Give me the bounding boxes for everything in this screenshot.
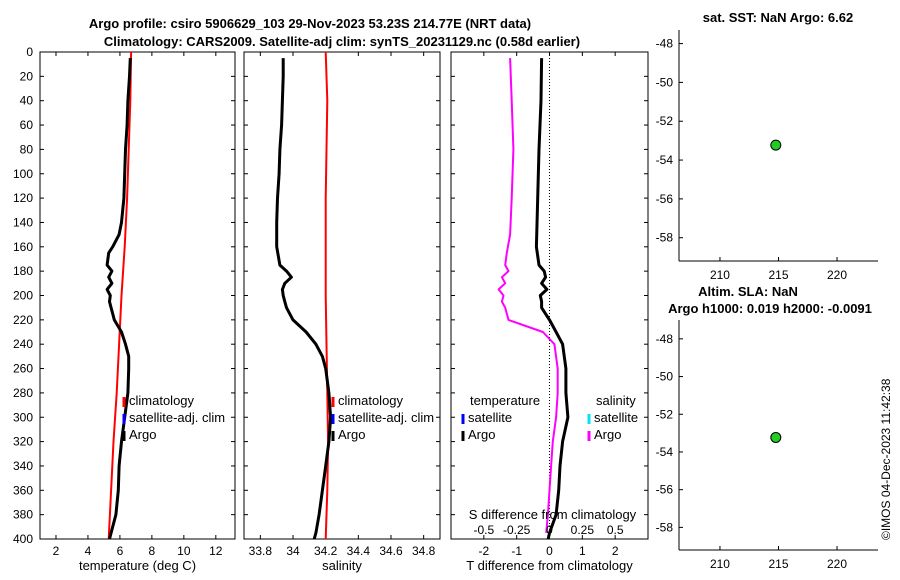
x-tick-label: 220 xyxy=(827,268,847,282)
legend-temperature-header: temperature xyxy=(470,393,540,408)
figure-title-line1: Argo profile: csiro 5906629_103 29-Nov-2… xyxy=(89,16,531,31)
x-tick-label: -2 xyxy=(478,544,489,558)
y-tick-label: 360 xyxy=(13,483,33,497)
climatology-line xyxy=(107,51,133,540)
x-tick-label: 34.8 xyxy=(412,544,436,558)
x-tick-label: 215 xyxy=(768,268,788,282)
x-tick-label: 1 xyxy=(579,544,586,558)
x-tick-label: 34 xyxy=(286,544,300,558)
y-tick-label: 60 xyxy=(20,118,34,132)
y-tick-label: 160 xyxy=(13,240,33,254)
y-tick-label: -52 xyxy=(656,407,674,421)
legend-salinity-header: salinity xyxy=(596,393,636,408)
x-axis-label: temperature (deg C) xyxy=(79,558,196,573)
y-tick-label: 300 xyxy=(13,410,33,424)
x-tick-label: 215 xyxy=(768,557,788,571)
t-difference-line xyxy=(497,58,559,533)
map-sla-title-line1: Altim. SLA: NaN xyxy=(698,284,798,299)
y-tick-label: -50 xyxy=(656,75,674,89)
y-tick-label: 140 xyxy=(13,215,33,229)
y-tick-label: 100 xyxy=(13,167,33,181)
difference-panel: -2 -1 0 1 2T difference from climatology S di… xyxy=(450,51,649,573)
y-tick-label: -50 xyxy=(656,370,674,384)
map-sla-title-line2: Argo h1000: 0.019 h2000: -0.0091 xyxy=(668,301,872,316)
legend-climatology-label: climatology xyxy=(338,393,404,408)
axes-box xyxy=(39,51,236,540)
x-tick-label: 34.4 xyxy=(347,544,371,558)
y-tick-label: 120 xyxy=(13,191,33,205)
x-tick-label: 210 xyxy=(710,268,730,282)
axes-box xyxy=(243,51,441,540)
y-tick-label: -56 xyxy=(656,192,674,206)
y-tick-label: 40 xyxy=(20,94,34,108)
y-tick-label: 260 xyxy=(13,362,33,376)
argo-salinity-line xyxy=(275,58,333,540)
legend-argo-label: Argo xyxy=(338,427,365,442)
y-tick-label: 200 xyxy=(13,289,33,303)
x-axis-label: T difference from climatology xyxy=(466,558,633,573)
s-difference-tick-label: -0.5 xyxy=(473,523,494,537)
figure-title-line2: Climatology: CARS2009. Satellite-adj cli… xyxy=(104,34,580,49)
legend-climatology-label: climatology xyxy=(129,393,195,408)
x-tick-label: 34.2 xyxy=(314,544,338,558)
x-tick-label: 210 xyxy=(710,557,730,571)
s-difference-tick-label: 0.5 xyxy=(607,523,624,537)
legend-argo-label: Argo xyxy=(129,427,156,442)
y-tick-label: -48 xyxy=(656,37,674,51)
x-tick-label: 34.6 xyxy=(379,544,403,558)
x-tick-label: 8 xyxy=(149,544,156,558)
x-tick-label: 33.8 xyxy=(249,544,273,558)
argo-temperature-line xyxy=(105,58,132,540)
y-tick-label: -52 xyxy=(656,114,674,128)
salinity-panel: 33.8 34 34.2 34.4 34.6 34.8 salinity climatolog… xyxy=(243,51,441,573)
x-tick-label: 2 xyxy=(612,544,619,558)
s-difference-axis-label: S difference from climatology xyxy=(469,507,637,522)
y-tick-label: 240 xyxy=(13,337,33,351)
x-tick-label: 6 xyxy=(117,544,124,558)
x-tick-label: 10 xyxy=(177,544,191,558)
y-tick-label: -58 xyxy=(656,520,674,534)
sst-map-panel: 210 215 220 -48 -50 -52 -54 -56 -58 xyxy=(656,30,878,282)
y-tick-label: 280 xyxy=(13,386,33,400)
argo-location-marker xyxy=(770,139,782,151)
y-tick-label: -54 xyxy=(656,153,674,167)
y-tick-label: -56 xyxy=(656,483,674,497)
y-tick-label: 0 xyxy=(26,45,33,59)
y-tick-label: -58 xyxy=(656,231,674,245)
s-difference-tick-label: 0.25 xyxy=(571,523,595,537)
map-sst-title: sat. SST: NaN Argo: 6.62 xyxy=(703,10,854,25)
x-tick-label: 12 xyxy=(209,544,223,558)
x-tick-label: -1 xyxy=(511,544,522,558)
x-tick-label: 0 xyxy=(546,544,553,558)
s-difference-tick-label: 0 xyxy=(546,523,553,537)
imos-watermark: ©IMOS 04-Dec-2023 11:42:38 xyxy=(879,378,893,540)
y-tick-label: 340 xyxy=(13,459,33,473)
y-tick-label: 220 xyxy=(13,313,33,327)
y-tick-label: -48 xyxy=(656,332,674,346)
y-tick-label: 320 xyxy=(13,435,33,449)
legend-t-satellite-label: satellite xyxy=(468,410,512,425)
x-tick-label: 220 xyxy=(827,557,847,571)
y-tick-label: -54 xyxy=(656,445,674,459)
sla-map-panel: 210 215 220 -48 -50 -52 -54 -56 -58 xyxy=(656,320,878,571)
s-difference-tick-label: -0.25 xyxy=(503,523,531,537)
argo-location-marker xyxy=(770,431,782,443)
legend-satellite-label: satellite-adj. clim xyxy=(338,410,434,425)
legend-s-satellite-label: satellite xyxy=(594,410,638,425)
y-tick-label: 80 xyxy=(20,142,34,156)
y-tick-label: 380 xyxy=(13,508,33,522)
x-axis-label: salinity xyxy=(322,558,362,573)
y-tick-label: 400 xyxy=(13,532,33,546)
y-tick-label: 20 xyxy=(20,69,34,83)
legend-satellite-label: satellite-adj. clim xyxy=(129,410,225,425)
legend-t-argo-label: Argo xyxy=(468,427,495,442)
y-tick-label: 180 xyxy=(13,264,33,278)
legend-s-argo-label: Argo xyxy=(594,427,621,442)
s-difference-line xyxy=(534,58,570,540)
x-tick-label: 4 xyxy=(85,544,92,558)
x-tick-label: 2 xyxy=(53,544,60,558)
temperature-panel: 2 4 6 8 10 1202040608010012014016018020022024… xyxy=(13,45,236,573)
